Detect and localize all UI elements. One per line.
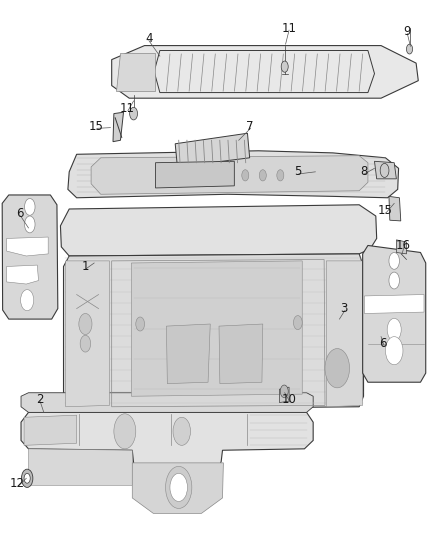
Text: 1: 1: [81, 260, 89, 273]
Text: 5: 5: [294, 165, 301, 179]
Polygon shape: [7, 237, 48, 256]
Circle shape: [25, 216, 35, 233]
Polygon shape: [21, 413, 313, 487]
Polygon shape: [374, 161, 396, 179]
Text: 11: 11: [120, 102, 134, 115]
Polygon shape: [21, 393, 313, 413]
Polygon shape: [279, 387, 289, 402]
Polygon shape: [7, 265, 39, 284]
Circle shape: [166, 466, 192, 508]
Text: 6: 6: [16, 207, 24, 221]
Circle shape: [173, 417, 191, 446]
Polygon shape: [326, 261, 363, 407]
Circle shape: [293, 316, 302, 329]
Polygon shape: [60, 205, 377, 256]
Text: 2: 2: [35, 393, 43, 406]
Circle shape: [406, 44, 413, 54]
Circle shape: [21, 289, 34, 311]
Text: 8: 8: [360, 165, 367, 179]
Polygon shape: [131, 261, 302, 396]
Circle shape: [385, 337, 403, 365]
Polygon shape: [68, 151, 399, 198]
Text: 15: 15: [378, 204, 393, 217]
Circle shape: [380, 164, 389, 177]
Polygon shape: [364, 295, 424, 313]
Polygon shape: [113, 112, 124, 142]
Circle shape: [389, 272, 399, 289]
Polygon shape: [64, 254, 364, 409]
Polygon shape: [28, 449, 132, 486]
Polygon shape: [219, 324, 263, 384]
Text: 12: 12: [10, 478, 25, 490]
Circle shape: [387, 318, 401, 341]
Circle shape: [80, 335, 91, 352]
Circle shape: [277, 169, 284, 181]
Text: 6: 6: [379, 337, 387, 350]
Circle shape: [25, 198, 35, 215]
Polygon shape: [396, 240, 406, 254]
Circle shape: [130, 107, 138, 120]
Polygon shape: [66, 261, 110, 407]
Circle shape: [170, 473, 187, 502]
Circle shape: [21, 469, 33, 487]
Circle shape: [242, 169, 249, 181]
Circle shape: [259, 169, 266, 181]
Circle shape: [24, 473, 30, 483]
Polygon shape: [363, 246, 426, 382]
Polygon shape: [132, 463, 223, 513]
Text: 11: 11: [282, 21, 297, 35]
Circle shape: [136, 317, 145, 331]
Polygon shape: [389, 196, 401, 221]
Polygon shape: [166, 324, 210, 384]
Text: 3: 3: [340, 302, 347, 315]
Polygon shape: [2, 195, 58, 319]
Polygon shape: [24, 415, 77, 446]
Circle shape: [325, 349, 350, 388]
Text: 4: 4: [145, 32, 153, 45]
Text: 16: 16: [396, 239, 410, 252]
Circle shape: [79, 313, 92, 335]
Text: 10: 10: [282, 393, 297, 406]
Polygon shape: [91, 156, 368, 194]
Circle shape: [280, 385, 288, 398]
Text: 7: 7: [246, 120, 254, 133]
Polygon shape: [116, 53, 155, 91]
Circle shape: [114, 414, 136, 449]
Polygon shape: [155, 161, 234, 188]
Circle shape: [389, 253, 399, 269]
Polygon shape: [175, 133, 250, 167]
Circle shape: [281, 61, 288, 72]
Text: 9: 9: [403, 25, 411, 38]
Polygon shape: [112, 46, 418, 98]
Text: 15: 15: [89, 120, 104, 133]
